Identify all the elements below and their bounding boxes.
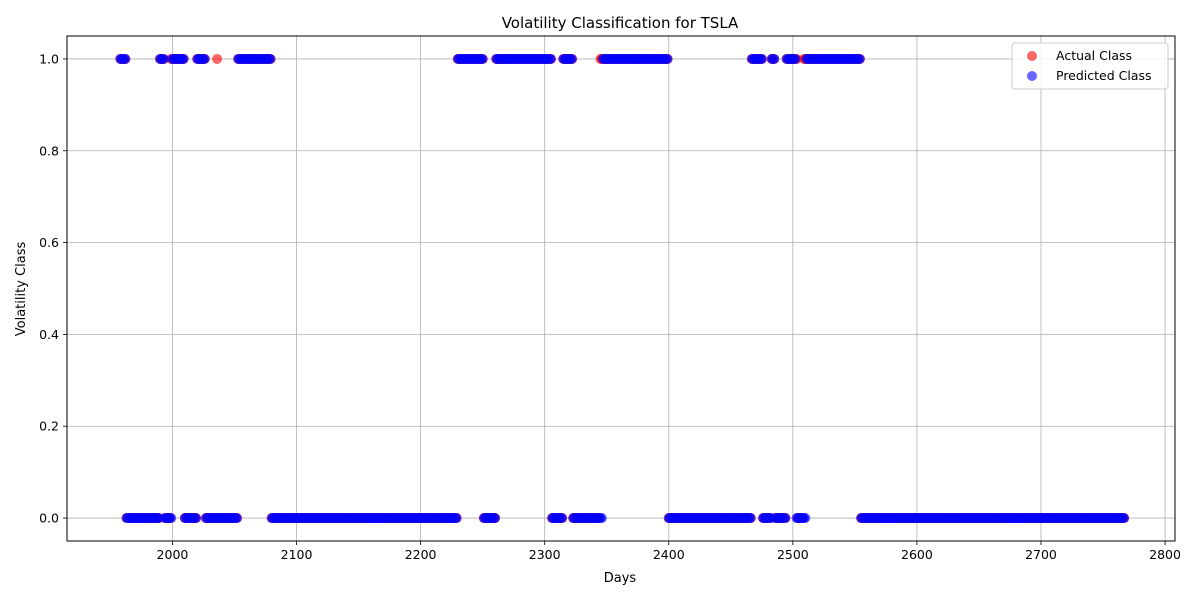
legend-label-actual: Actual Class xyxy=(1056,48,1132,63)
legend-marker-actual xyxy=(1027,51,1037,61)
predicted-class-point xyxy=(566,53,577,64)
y-axis-label: Volatility Class xyxy=(14,242,29,337)
predicted-class-point xyxy=(158,53,169,64)
y-tick-label: 0.4 xyxy=(39,327,59,342)
predicted-class-point xyxy=(769,53,780,64)
legend-label-predicted: Predicted Class xyxy=(1056,68,1152,83)
predicted-class-point xyxy=(166,513,177,524)
x-tick-label: 2500 xyxy=(777,547,809,562)
predicted-class-point xyxy=(790,53,801,64)
predicted-class-series xyxy=(115,53,1130,524)
predicted-class-point xyxy=(178,53,189,64)
legend-marker-predicted xyxy=(1027,71,1037,81)
x-tick-label: 2100 xyxy=(281,547,313,562)
predicted-class-point xyxy=(800,513,811,524)
y-axis-ticks: 0.0 0.2 0.4 0.6 0.8 1.0 xyxy=(39,51,67,526)
x-axis-label: Days xyxy=(604,571,637,586)
chart-title: Volatility Classification for TSLA xyxy=(502,14,739,32)
x-tick-label: 2600 xyxy=(901,547,933,562)
x-tick-label: 2300 xyxy=(529,547,561,562)
legend-box xyxy=(1011,42,1169,90)
actual-class-point xyxy=(212,53,223,64)
predicted-class-point xyxy=(231,513,242,524)
predicted-class-point xyxy=(490,513,501,524)
predicted-class-point xyxy=(120,53,131,64)
predicted-class-point xyxy=(199,53,210,64)
y-tick-label: 0.6 xyxy=(39,235,59,250)
y-tick-label: 0.0 xyxy=(39,511,59,526)
predicted-class-point xyxy=(1119,513,1130,524)
predicted-class-point xyxy=(662,53,673,64)
predicted-class-point xyxy=(545,53,556,64)
x-tick-label: 2000 xyxy=(157,547,189,562)
x-axis-ticks: 2000 2100 2200 2300 2400 2500 2600 2700 2800 xyxy=(157,541,1181,562)
predicted-class-point xyxy=(596,513,607,524)
x-tick-label: 2400 xyxy=(653,547,685,562)
predicted-class-point xyxy=(191,513,202,524)
predicted-class-point xyxy=(477,53,488,64)
grid xyxy=(67,36,1175,541)
x-tick-label: 2800 xyxy=(1149,547,1181,562)
y-tick-label: 0.8 xyxy=(39,143,59,158)
plot-frame xyxy=(66,35,1176,542)
predicted-class-point xyxy=(780,513,791,524)
predicted-class-point xyxy=(451,513,462,524)
y-tick-label: 0.2 xyxy=(39,419,59,434)
x-tick-label: 2700 xyxy=(1025,547,1057,562)
legend: Actual Class Predicted Class xyxy=(1011,42,1169,90)
predicted-class-point xyxy=(756,53,767,64)
predicted-class-point xyxy=(745,513,756,524)
predicted-class-point xyxy=(854,53,865,64)
x-tick-label: 2200 xyxy=(405,547,437,562)
predicted-class-point xyxy=(557,513,568,524)
predicted-class-point xyxy=(265,53,276,64)
y-tick-label: 1.0 xyxy=(39,51,59,66)
actual-class-series xyxy=(115,53,1130,524)
